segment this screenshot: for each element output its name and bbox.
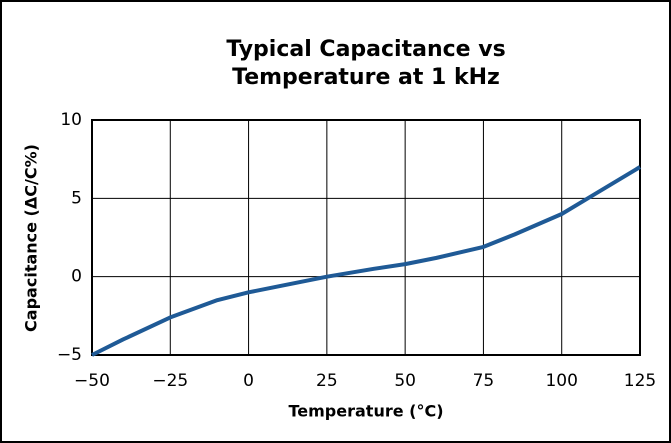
x-tick-label: 0 [243, 371, 254, 391]
chart-title: Typical Capacitance vs [226, 37, 505, 62]
x-axis-label: Temperature (°C) [288, 402, 443, 421]
x-tick-label: 50 [394, 371, 416, 391]
data-line [91, 165, 642, 357]
x-tick-label: −50 [74, 371, 110, 391]
x-tick-label: −25 [152, 371, 188, 391]
chart-title: Temperature at 1 kHz [232, 65, 500, 90]
y-axis-label: Capacitance (ΔC/C%) [22, 144, 41, 332]
x-tick-label: 25 [316, 371, 338, 391]
x-tick-label: 125 [624, 371, 656, 391]
y-tick-label: 5 [71, 188, 82, 208]
y-tick-label: 10 [60, 110, 82, 130]
y-tick-label: 0 [71, 267, 82, 287]
y-tick-label: −5 [57, 345, 82, 365]
x-tick-label: 75 [473, 371, 495, 391]
plot-border [91, 119, 641, 356]
x-tick-label: 100 [545, 371, 577, 391]
